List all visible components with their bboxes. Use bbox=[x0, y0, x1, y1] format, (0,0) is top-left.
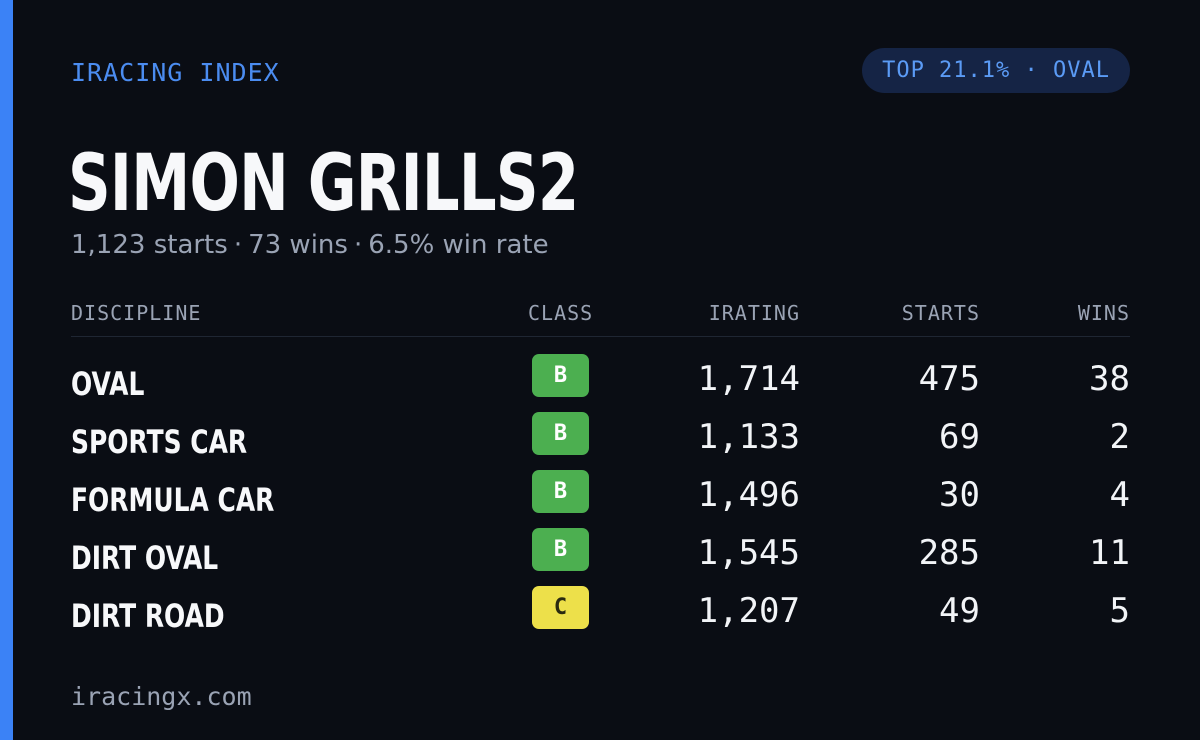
discipline-table: OVAL B 1,714 475 38 SPORTS CAR B 1,133 6… bbox=[71, 349, 1130, 639]
column-header-discipline: DISCIPLINE bbox=[71, 301, 202, 325]
summary-separator: · bbox=[233, 230, 243, 260]
column-header-starts: STARTS bbox=[901, 301, 980, 325]
rank-badge: TOP 21.1% · OVAL bbox=[862, 48, 1130, 93]
summary-winrate: 6.5% win rate bbox=[368, 230, 549, 260]
table-row: DIRT OVAL B 1,545 285 11 bbox=[71, 523, 1130, 581]
class-badge: B bbox=[532, 470, 589, 513]
wins-value: 4 bbox=[1109, 475, 1130, 515]
starts-value: 30 bbox=[939, 475, 980, 515]
discipline-name: FORMULA CAR bbox=[71, 481, 275, 519]
discipline-name: DIRT ROAD bbox=[71, 597, 225, 635]
wins-value: 5 bbox=[1109, 591, 1130, 631]
discipline-name: DIRT OVAL bbox=[71, 539, 219, 577]
irating-value: 1,714 bbox=[697, 359, 800, 399]
table-row: FORMULA CAR B 1,496 30 4 bbox=[71, 465, 1130, 523]
column-header-wins: WINS bbox=[1077, 301, 1130, 325]
starts-value: 285 bbox=[918, 533, 980, 573]
irating-value: 1,496 bbox=[697, 475, 800, 515]
summary-starts: 1,123 starts bbox=[71, 230, 228, 260]
column-header-irating: IRATING bbox=[708, 301, 800, 325]
starts-value: 49 bbox=[939, 591, 980, 631]
footer-site-link[interactable]: iracingx.com bbox=[71, 682, 252, 711]
wins-value: 2 bbox=[1109, 417, 1130, 457]
class-badge: C bbox=[532, 586, 589, 629]
starts-value: 475 bbox=[918, 359, 980, 399]
table-header: DISCIPLINE CLASS IRATING STARTS WINS bbox=[71, 298, 1130, 337]
wins-value: 38 bbox=[1089, 359, 1130, 399]
class-badge: B bbox=[532, 354, 589, 397]
table-row: DIRT ROAD C 1,207 49 5 bbox=[71, 581, 1130, 639]
irating-value: 1,207 bbox=[697, 591, 800, 631]
summary-separator: · bbox=[353, 230, 363, 260]
accent-bar bbox=[0, 0, 13, 740]
discipline-name: SPORTS CAR bbox=[71, 423, 248, 461]
driver-summary: 1,123 starts · 73 wins · 6.5% win rate bbox=[71, 228, 549, 262]
class-badge: B bbox=[532, 412, 589, 455]
class-badge: B bbox=[532, 528, 589, 571]
driver-name: SIMON GRILLS2 bbox=[68, 139, 579, 229]
summary-wins: 73 wins bbox=[248, 230, 348, 260]
discipline-name: OVAL bbox=[71, 365, 145, 403]
irating-value: 1,545 bbox=[697, 533, 800, 573]
wins-value: 11 bbox=[1089, 533, 1130, 573]
table-row: OVAL B 1,714 475 38 bbox=[71, 349, 1130, 407]
irating-value: 1,133 bbox=[697, 417, 800, 457]
column-header-class: CLASS bbox=[528, 301, 594, 325]
table-row: SPORTS CAR B 1,133 69 2 bbox=[71, 407, 1130, 465]
brand-title: IRACING INDEX bbox=[71, 58, 280, 87]
starts-value: 69 bbox=[939, 417, 980, 457]
